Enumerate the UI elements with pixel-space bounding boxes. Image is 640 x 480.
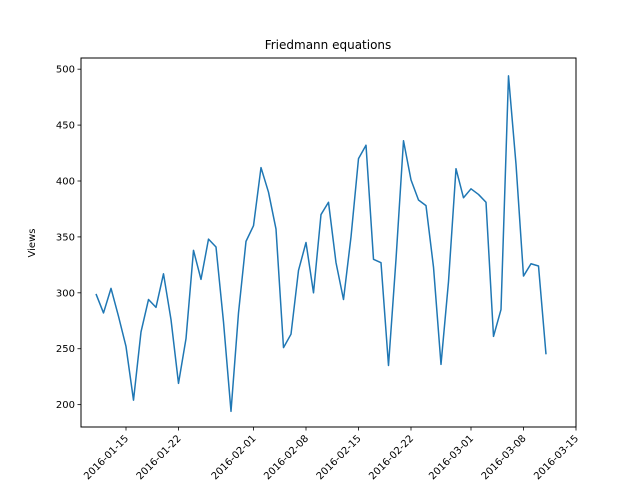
chart-title: Friedmann equations (265, 38, 392, 52)
series-layer (95, 75, 547, 413)
plot-frame (80, 57, 577, 428)
series-line (95, 75, 547, 413)
y-tick-label: 300 (56, 288, 75, 299)
y-tick-label: 400 (56, 177, 75, 188)
y-tick-label: 250 (56, 344, 75, 355)
y-axis-label: Views (27, 229, 38, 258)
y-tick-label: 350 (56, 232, 75, 243)
y-axis: 200 250 300 350 400 450 500 (56, 65, 81, 411)
y-tick-label: 200 (56, 400, 75, 411)
y-tick-label: 450 (56, 121, 75, 132)
y-tick-label: 500 (56, 65, 75, 76)
